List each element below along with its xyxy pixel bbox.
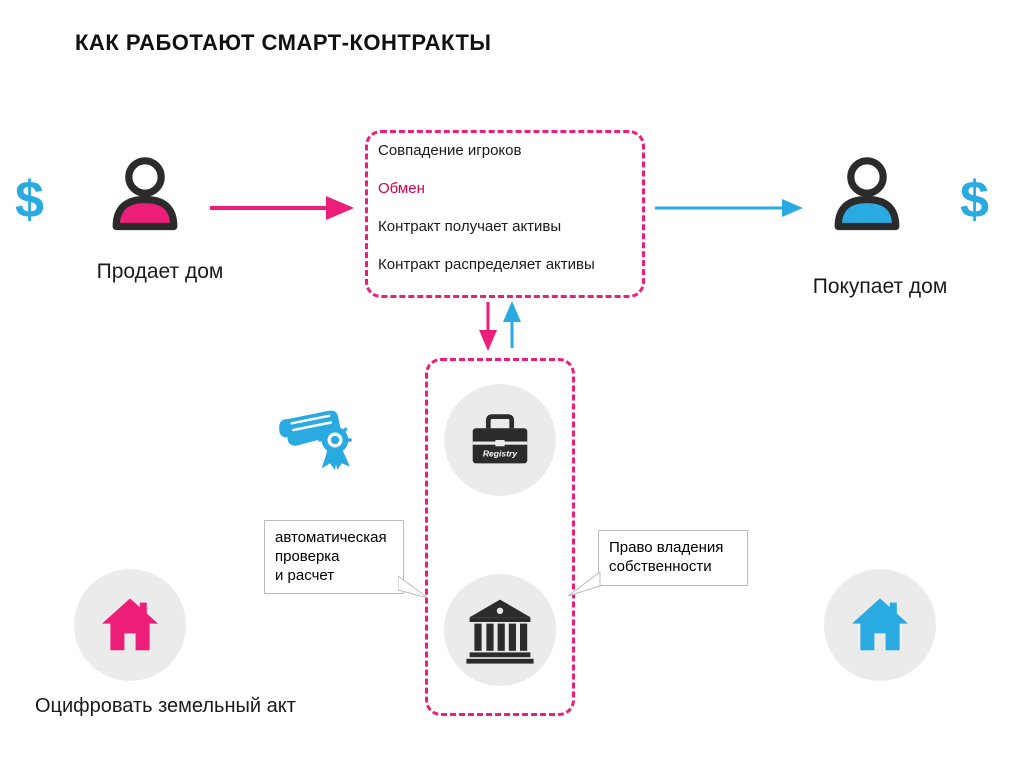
contract-step-4: Контракт распределяет активы xyxy=(378,256,595,273)
callout-line: проверка xyxy=(275,548,340,565)
registry-briefcase-icon: Registry xyxy=(444,384,556,496)
registry-label: Registry xyxy=(483,448,519,458)
callout-pointer-icon xyxy=(398,576,438,606)
callout-pointer-icon xyxy=(566,572,606,602)
house-pink-label: Оцифровать земельный акт xyxy=(35,695,335,718)
house-blue-icon xyxy=(824,569,936,681)
contract-step-2: Обмен xyxy=(378,180,425,197)
certificate-icon xyxy=(275,400,375,480)
callout-ownership: Право владения собственности xyxy=(598,530,748,586)
callout-auto-check: автоматическая проверка и расчет xyxy=(264,520,404,594)
callout-line: и расчет xyxy=(275,567,334,584)
callout-line: собственности xyxy=(609,558,712,575)
callout-line: автоматическая xyxy=(275,529,387,546)
bank-icon xyxy=(444,574,556,686)
house-pink-icon xyxy=(74,569,186,681)
contract-step-1: Совпадение игроков xyxy=(378,142,521,159)
contract-step-3: Контракт получает активы xyxy=(378,218,561,235)
callout-line: Право владения xyxy=(609,539,723,556)
